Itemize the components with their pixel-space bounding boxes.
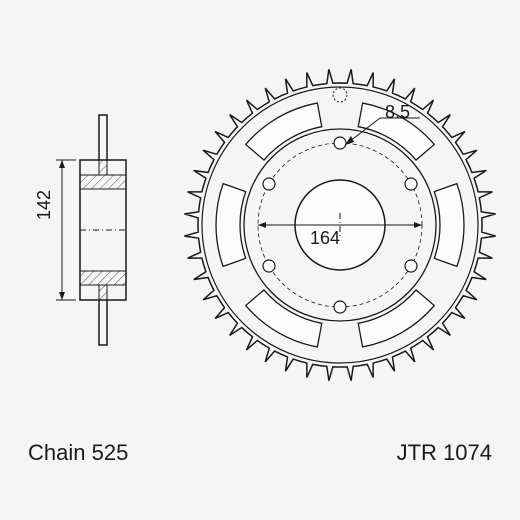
- dim-8.5-label: 8.5: [385, 102, 410, 123]
- dim-164-label: 164: [310, 228, 340, 249]
- dimension-142: [56, 160, 76, 300]
- drawing-container: 142 164 8.5 Chain 525 JTR 1074: [20, 20, 500, 500]
- technical-drawing: [20, 20, 500, 500]
- dim-142-label: 142: [34, 190, 55, 220]
- side-view: [80, 115, 126, 345]
- chain-label: Chain 525: [28, 440, 128, 466]
- part-number: JTR 1074: [397, 440, 492, 466]
